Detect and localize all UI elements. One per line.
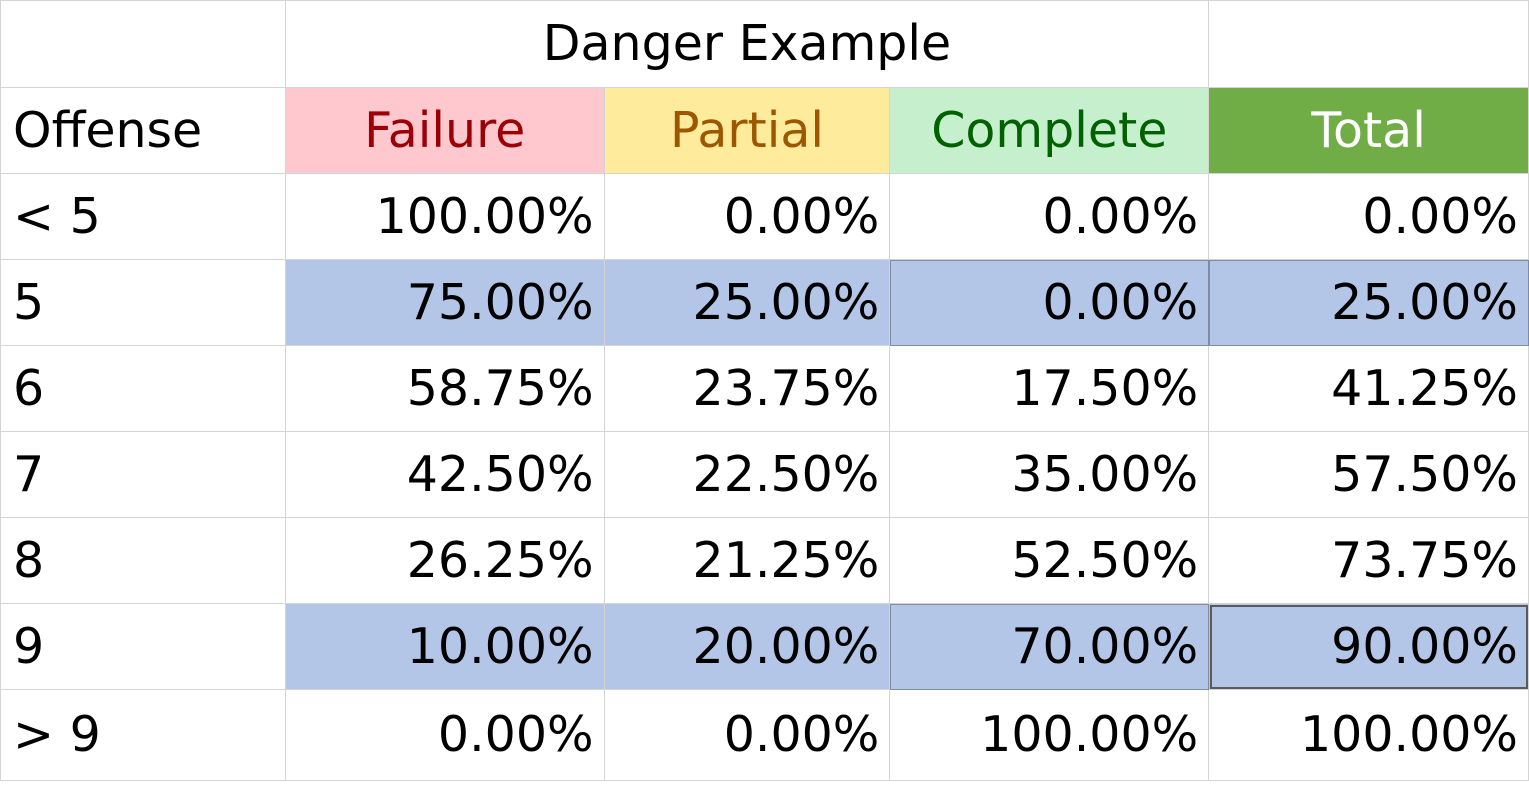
failure-cell[interactable]: 58.75% (284, 345, 605, 432)
offense-cell[interactable]: 5 (0, 259, 286, 346)
complete-cell[interactable]: 35.00% (889, 431, 1210, 518)
header-total[interactable]: Total (1208, 87, 1529, 174)
partial-cell[interactable]: 25.00% (603, 259, 891, 346)
header-complete[interactable]: Complete (889, 87, 1210, 174)
offense-cell[interactable]: < 5 (0, 173, 286, 260)
offense-cell[interactable]: 8 (0, 517, 286, 604)
table-row: > 9 0.00% 0.00% 100.00% 100.00% (0, 689, 1529, 781)
total-cell[interactable]: 0.00% (1208, 173, 1529, 260)
partial-cell[interactable]: 0.00% (603, 689, 891, 781)
table-row: 8 26.25% 21.25% 52.50% 73.75% (0, 517, 1529, 604)
title-spacer-cell[interactable] (0, 0, 286, 88)
offense-cell[interactable]: 9 (0, 603, 286, 690)
title-row: Danger Example (0, 0, 1529, 88)
failure-cell[interactable]: 100.00% (284, 173, 605, 260)
title-spacer-cell[interactable] (1208, 0, 1529, 88)
offense-cell[interactable]: 6 (0, 345, 286, 432)
header-failure[interactable]: Failure (284, 87, 605, 174)
complete-cell[interactable]: 70.00% (889, 603, 1210, 690)
complete-cell[interactable]: 0.00% (889, 259, 1210, 346)
table-title[interactable]: Danger Example (284, 0, 1210, 88)
total-cell[interactable]: 100.00% (1208, 689, 1529, 781)
total-cell-selected[interactable]: 90.00% (1208, 603, 1529, 690)
total-cell[interactable]: 41.25% (1208, 345, 1529, 432)
failure-cell[interactable]: 0.00% (284, 689, 605, 781)
header-offense[interactable]: Offense (0, 87, 286, 174)
table-row: 9 10.00% 20.00% 70.00% 90.00% (0, 603, 1529, 690)
failure-cell[interactable]: 10.00% (284, 603, 605, 690)
partial-cell[interactable]: 23.75% (603, 345, 891, 432)
total-cell[interactable]: 25.00% (1208, 259, 1529, 346)
total-cell[interactable]: 57.50% (1208, 431, 1529, 518)
table-row: < 5 100.00% 0.00% 0.00% 0.00% (0, 173, 1529, 260)
failure-cell[interactable]: 75.00% (284, 259, 605, 346)
table-row: 7 42.50% 22.50% 35.00% 57.50% (0, 431, 1529, 518)
partial-cell[interactable]: 21.25% (603, 517, 891, 604)
complete-cell[interactable]: 0.00% (889, 173, 1210, 260)
complete-cell[interactable]: 100.00% (889, 689, 1210, 781)
header-partial[interactable]: Partial (603, 87, 891, 174)
offense-cell[interactable]: > 9 (0, 689, 286, 781)
header-row: Offense Failure Partial Complete Total (0, 87, 1529, 174)
table-row: 5 75.00% 25.00% 0.00% 25.00% (0, 259, 1529, 346)
failure-cell[interactable]: 42.50% (284, 431, 605, 518)
complete-cell[interactable]: 52.50% (889, 517, 1210, 604)
offense-cell[interactable]: 7 (0, 431, 286, 518)
partial-cell[interactable]: 0.00% (603, 173, 891, 260)
table-row: 6 58.75% 23.75% 17.50% 41.25% (0, 345, 1529, 432)
partial-cell[interactable]: 22.50% (603, 431, 891, 518)
failure-cell[interactable]: 26.25% (284, 517, 605, 604)
complete-cell[interactable]: 17.50% (889, 345, 1210, 432)
total-cell[interactable]: 73.75% (1208, 517, 1529, 604)
partial-cell[interactable]: 20.00% (603, 603, 891, 690)
